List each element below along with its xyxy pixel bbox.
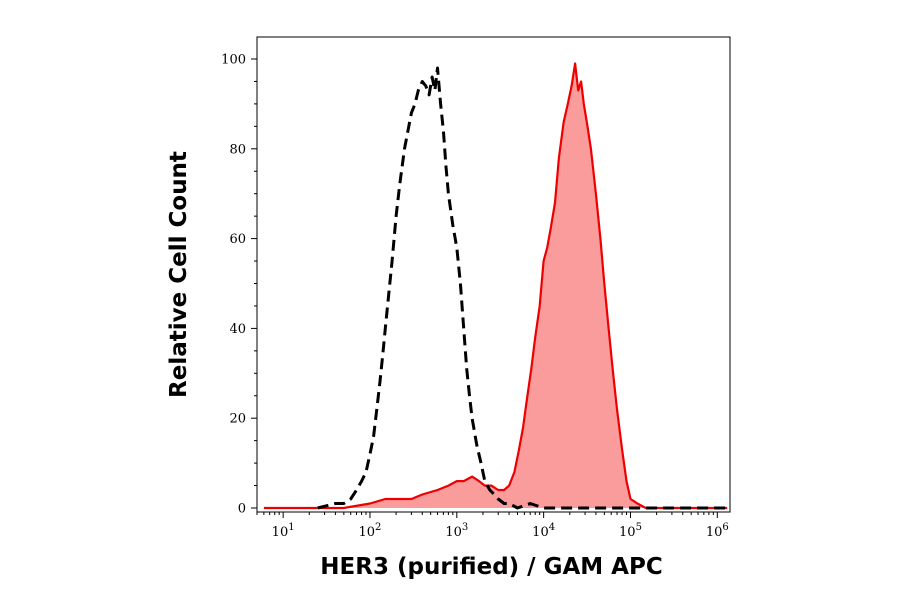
y-tick-label: 60 bbox=[229, 232, 246, 247]
x-tick-label: 103 bbox=[445, 522, 468, 540]
stained-histogram-fill bbox=[263, 63, 728, 508]
x-tick-label: 102 bbox=[359, 522, 382, 540]
y-tick-label: 0 bbox=[238, 502, 246, 517]
y-tick-label: 100 bbox=[221, 53, 246, 68]
series-layer bbox=[263, 62, 728, 510]
control-histogram-line bbox=[317, 66, 728, 510]
y-tick-label: 20 bbox=[229, 412, 246, 427]
x-axis: 101 102 103 104 105 106 bbox=[256, 512, 729, 540]
y-tick-label: 80 bbox=[229, 142, 246, 157]
y-axis-title: Relative Cell Count bbox=[166, 151, 192, 398]
x-tick-label: 101 bbox=[272, 522, 295, 540]
stained-histogram-line bbox=[263, 62, 728, 510]
x-axis-title: HER3 (purified) / GAM APC bbox=[320, 554, 662, 580]
y-axis: 0 20 40 60 80 100 bbox=[221, 53, 257, 517]
x-tick-label: 104 bbox=[532, 522, 555, 540]
x-tick-label: 106 bbox=[706, 522, 729, 540]
plot-frame bbox=[256, 36, 731, 513]
y-tick-label: 40 bbox=[229, 322, 246, 337]
x-tick-label: 105 bbox=[619, 522, 642, 540]
